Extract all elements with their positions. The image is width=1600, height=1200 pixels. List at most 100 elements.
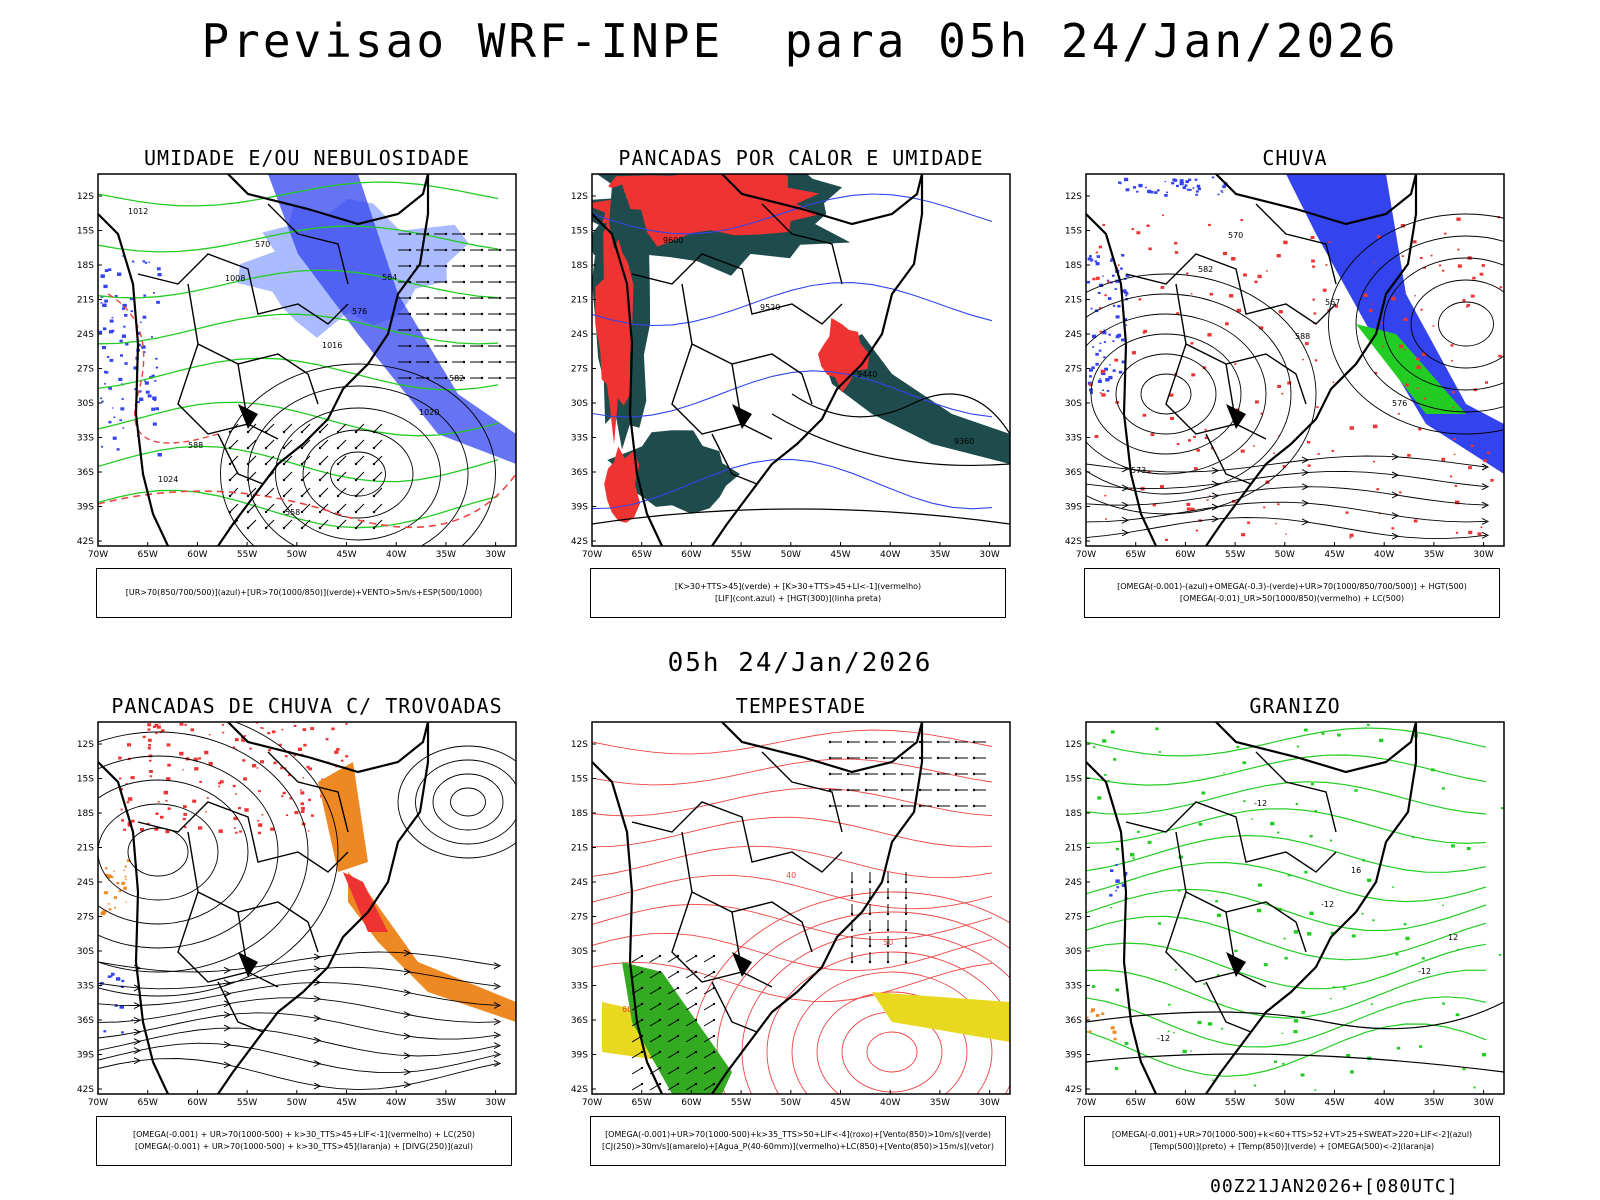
wind-vector-head — [846, 772, 850, 776]
streamline — [98, 731, 309, 973]
rain-speckle — [1089, 368, 1093, 372]
divergence-speckle — [111, 972, 115, 976]
wind-vector-head — [300, 494, 304, 498]
wind-vector-head — [658, 970, 662, 974]
map-layers: 9600 9520 9440 9360 — [592, 174, 1010, 546]
wind-vector-head — [246, 446, 250, 450]
streamline-arrow — [223, 979, 232, 987]
rain-red-speckle — [1462, 299, 1466, 302]
wind-vector-head — [712, 1066, 716, 1070]
temp-850-speckle — [1346, 1054, 1351, 1058]
rain-speckle — [1176, 184, 1179, 188]
wind-vector — [631, 1003, 643, 1011]
lon-tick-label: 65W — [632, 550, 652, 560]
thunder-red-speckle — [306, 765, 310, 769]
contour-value-label: 558 — [285, 508, 300, 517]
temp-850-speckle — [1203, 983, 1206, 985]
wind-vector-head — [918, 788, 922, 792]
rain-red-speckle — [1114, 358, 1119, 362]
legend-box-pancadas-calor: [K>30+TTS>45](verde) + [K>30+TTS>45+LI<-… — [590, 568, 1006, 618]
temp-850-speckle — [1216, 913, 1222, 917]
wind-vector-head — [462, 264, 466, 268]
temp-850-speckle — [1173, 1032, 1175, 1034]
humidity-low-contour — [98, 225, 499, 253]
hail-orange-speckle — [1086, 1016, 1089, 1019]
rain-red-speckle — [1162, 214, 1164, 216]
lat-tick-label: 42S — [571, 537, 588, 547]
humidity-speckle — [157, 273, 162, 277]
rain-speckle — [1099, 378, 1102, 380]
wind-vector-head — [694, 1066, 698, 1070]
thunder-red-speckle — [165, 829, 170, 834]
lon-tick-label: 40W — [386, 550, 406, 560]
rain-red-speckle — [1310, 236, 1315, 239]
humidity-low-contour — [98, 313, 499, 345]
rain-speckle — [1089, 255, 1092, 258]
temp-850-speckle — [1091, 985, 1096, 988]
rain-red-speckle — [1363, 293, 1368, 297]
divergence-speckle — [107, 975, 111, 978]
hail-orange-speckle — [1110, 1026, 1115, 1030]
wind-vector — [355, 455, 365, 465]
wind-vector — [283, 503, 293, 513]
rain-red-speckle — [1204, 428, 1207, 431]
streamline — [98, 951, 499, 973]
temp-850-speckle — [1093, 746, 1096, 749]
thunder-red-speckle — [257, 831, 261, 835]
rain-speckle — [1101, 371, 1106, 376]
rain-speckle — [1115, 279, 1120, 283]
wind-vector — [373, 487, 383, 497]
thunder-orange-speckle — [101, 910, 107, 914]
lat-tick-label: 39S — [77, 1051, 94, 1061]
wind-vector-head — [228, 478, 232, 482]
rain-red-speckle — [1282, 465, 1287, 468]
thunder-red-speckle — [272, 730, 276, 734]
wind-vector — [685, 971, 697, 979]
lon-tick-label: 45W — [830, 1098, 850, 1108]
wind-vector — [301, 487, 311, 497]
temp-850-speckle — [1130, 853, 1135, 857]
rain-red-speckle — [1466, 304, 1470, 307]
rain-red-speckle — [1241, 533, 1246, 537]
jet-zone — [872, 992, 1010, 1042]
rain-red-speckle — [1176, 443, 1180, 446]
wind-vector-head — [694, 1082, 698, 1086]
rain-speckle — [1125, 294, 1128, 297]
wind-vector-head — [658, 954, 662, 958]
wind-vector-head — [354, 462, 358, 466]
wind-vector-head — [408, 264, 412, 268]
streamline-arrow — [1391, 453, 1400, 461]
rain-red-speckle — [1376, 488, 1380, 491]
temp-850-contour — [1086, 781, 1487, 815]
contour-value-label: 582 — [1198, 265, 1213, 274]
thunder-red-speckle — [130, 776, 134, 779]
wind-vector-head — [354, 510, 358, 514]
rain-red-speckle — [1209, 292, 1213, 296]
contour-value-label: 1020 — [419, 408, 439, 417]
rain-red-speckle — [1195, 529, 1199, 532]
wind-vector-head — [882, 804, 886, 808]
wind-vector-head — [517, 281, 519, 283]
thunder-red-speckle — [127, 797, 133, 801]
rain-red-speckle — [1470, 444, 1474, 447]
lon-tick-label: 40W — [880, 1098, 900, 1108]
wind-vector — [631, 955, 643, 963]
temp-850-speckle — [1351, 934, 1356, 938]
streamline — [98, 755, 279, 949]
humidity-speckle — [119, 419, 122, 422]
humidity-speckle — [118, 377, 123, 381]
wind-vector-head — [300, 462, 304, 466]
wind-vector-head — [318, 446, 322, 450]
wind-vector-head — [354, 494, 358, 498]
wind-vector-head — [480, 328, 484, 332]
temp-850-speckle — [1314, 810, 1318, 813]
temp-850-speckle — [1104, 774, 1107, 776]
temp-850-speckle — [1168, 1003, 1171, 1006]
humidity-speckle — [108, 330, 113, 334]
lon-tick-label: 35W — [1424, 1098, 1444, 1108]
rain-red-speckle — [1206, 499, 1209, 501]
map-background — [1086, 722, 1504, 1094]
streamline-arrow — [223, 990, 232, 998]
height-contour — [1086, 313, 1267, 475]
wind-vector-head — [886, 944, 890, 948]
